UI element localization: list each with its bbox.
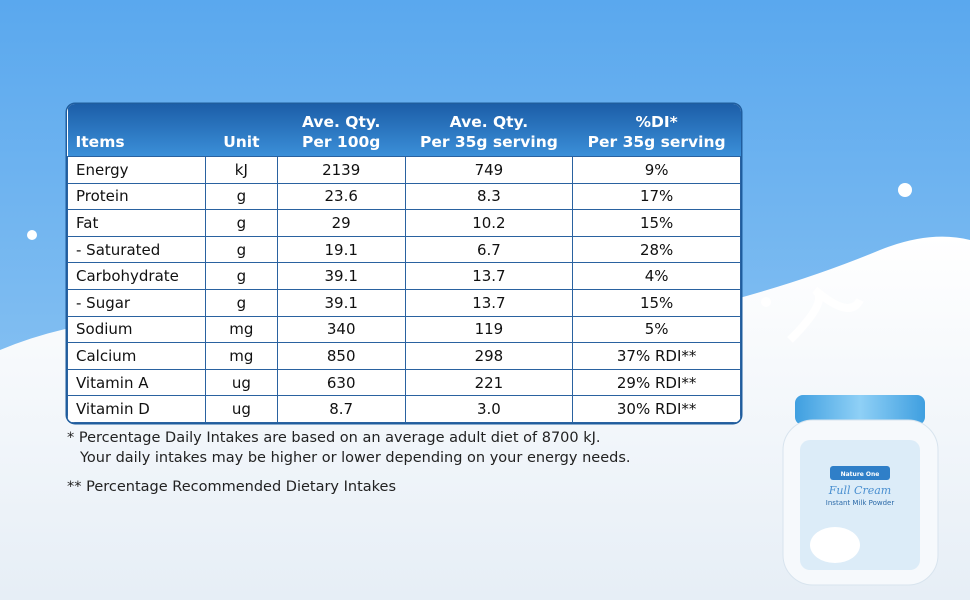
- table-cell: g: [204, 209, 278, 237]
- product-brand: Nature One: [841, 471, 880, 478]
- header-text: Items: [75, 133, 125, 151]
- product-jar: [782, 395, 939, 586]
- table-cell: Vitamin D: [67, 395, 206, 423]
- table-cell: 37% RDI**: [572, 342, 741, 370]
- table-cell: Vitamin A: [67, 368, 206, 397]
- header-text: %DI*: [635, 113, 678, 131]
- milk-drop: [27, 230, 37, 240]
- table-cell: 13.7: [404, 262, 574, 290]
- table-row: Energy kJ 2139 749 9%: [67, 156, 741, 184]
- table-cell: 29: [276, 209, 406, 237]
- table-cell: 6.7: [404, 235, 574, 264]
- product-name: Full Cream: [828, 484, 891, 497]
- table-cell: 29% RDI**: [572, 368, 741, 397]
- table-cell: 5%: [572, 315, 741, 344]
- table-row: Carbohydrate g 39.1 13.7 4%: [67, 262, 741, 290]
- footnote-text: ** Percentage Recommended Dietary Intake…: [67, 479, 397, 495]
- table-cell: g: [204, 182, 278, 211]
- table-cell: 13.7: [404, 288, 574, 317]
- header-text: Per 35g serving: [587, 133, 726, 151]
- table-cell: 4%: [572, 262, 741, 290]
- header-text: Unit: [223, 133, 260, 151]
- footnote-text: Your daily intakes may be higher or lowe…: [80, 450, 631, 466]
- table-cell: ug: [204, 395, 278, 423]
- table-row: Calcium mg 850 298 37% RDI**: [67, 342, 741, 370]
- table-cell: Calcium: [67, 342, 206, 370]
- table-cell: 15%: [572, 209, 741, 237]
- table-cell: 39.1: [276, 262, 406, 290]
- table-row: Sodium mg 340 119 5%: [67, 315, 741, 344]
- milk-splash: [787, 286, 864, 343]
- table-cell: ug: [204, 368, 278, 397]
- table-cell: mg: [204, 342, 278, 370]
- table-row: Fat g 29 10.2 15%: [67, 209, 741, 237]
- table-cell: - Saturated: [67, 235, 206, 264]
- table-row: - Saturated g 19.1 6.7 28%: [67, 235, 741, 264]
- table-cell: 8.7: [276, 395, 406, 423]
- header-text: Per 35g serving: [419, 133, 558, 151]
- table-cell: 19.1: [276, 235, 406, 264]
- header-text: Ave. Qty.: [301, 113, 381, 131]
- table-cell: 340: [276, 315, 406, 344]
- header-text: Per 100g: [302, 133, 381, 151]
- table-cell: 119: [404, 315, 574, 344]
- table-cell: 39.1: [276, 288, 406, 317]
- table-cell: 9%: [572, 156, 741, 184]
- table-cell: g: [204, 235, 278, 264]
- footnote: ** Percentage Recommended Dietary Intake…: [67, 477, 396, 497]
- header-cell: Ave. Qty. Per 35g serving: [405, 104, 573, 157]
- table-cell: 749: [404, 156, 574, 184]
- table-cell: 630: [276, 368, 406, 397]
- table-cell: 850: [276, 342, 406, 370]
- table-cell: 17%: [572, 182, 741, 211]
- table-cell: 2139: [276, 156, 406, 184]
- table-cell: Carbohydrate: [67, 262, 206, 290]
- footnote: * Percentage Daily Intakes are based on …: [67, 428, 630, 468]
- table-cell: 10.2: [404, 209, 574, 237]
- header-cell: Items: [67, 104, 206, 157]
- table-cell: - Sugar: [67, 288, 206, 317]
- table-cell: mg: [204, 315, 278, 344]
- table-row: - Sugar g 39.1 13.7 15%: [67, 288, 741, 317]
- table-cell: Sodium: [67, 315, 206, 344]
- table-cell: g: [204, 288, 278, 317]
- table-cell: 221: [404, 368, 574, 397]
- table-cell: 28%: [572, 235, 741, 264]
- header-cell: Unit: [205, 104, 278, 157]
- nutrition-table: Items Unit Ave. Qty. Per 100g Ave. Qty. Per 3…: [67, 104, 741, 423]
- table-cell: 298: [404, 342, 574, 370]
- header-text: Ave. Qty.: [449, 113, 529, 131]
- table-cell: Energy: [67, 156, 206, 184]
- product-subtitle: Instant Milk Powder: [826, 499, 895, 507]
- table-cell: kJ: [204, 156, 278, 184]
- header-row: Items Unit Ave. Qty. Per 100g Ave. Qty. Per 3…: [67, 104, 741, 157]
- table-cell: Protein: [67, 182, 206, 211]
- table-row: Protein g 23.6 8.3 17%: [67, 182, 741, 211]
- milk-drop: [898, 183, 912, 197]
- header-cell: %DI* Per 35g serving: [572, 104, 741, 157]
- footnote-text: * Percentage Daily Intakes are based on …: [67, 430, 601, 446]
- table-cell: 8.3: [404, 182, 574, 211]
- table-cell: 3.0: [404, 395, 574, 423]
- table-cell: 23.6: [276, 182, 406, 211]
- table-cell: 15%: [572, 288, 741, 317]
- table-cell: Fat: [67, 209, 206, 237]
- header-cell: Ave. Qty. Per 100g: [277, 104, 406, 157]
- table-cell: g: [204, 262, 278, 290]
- table-cell: 30% RDI**: [572, 395, 741, 423]
- milk-drop: [761, 297, 771, 307]
